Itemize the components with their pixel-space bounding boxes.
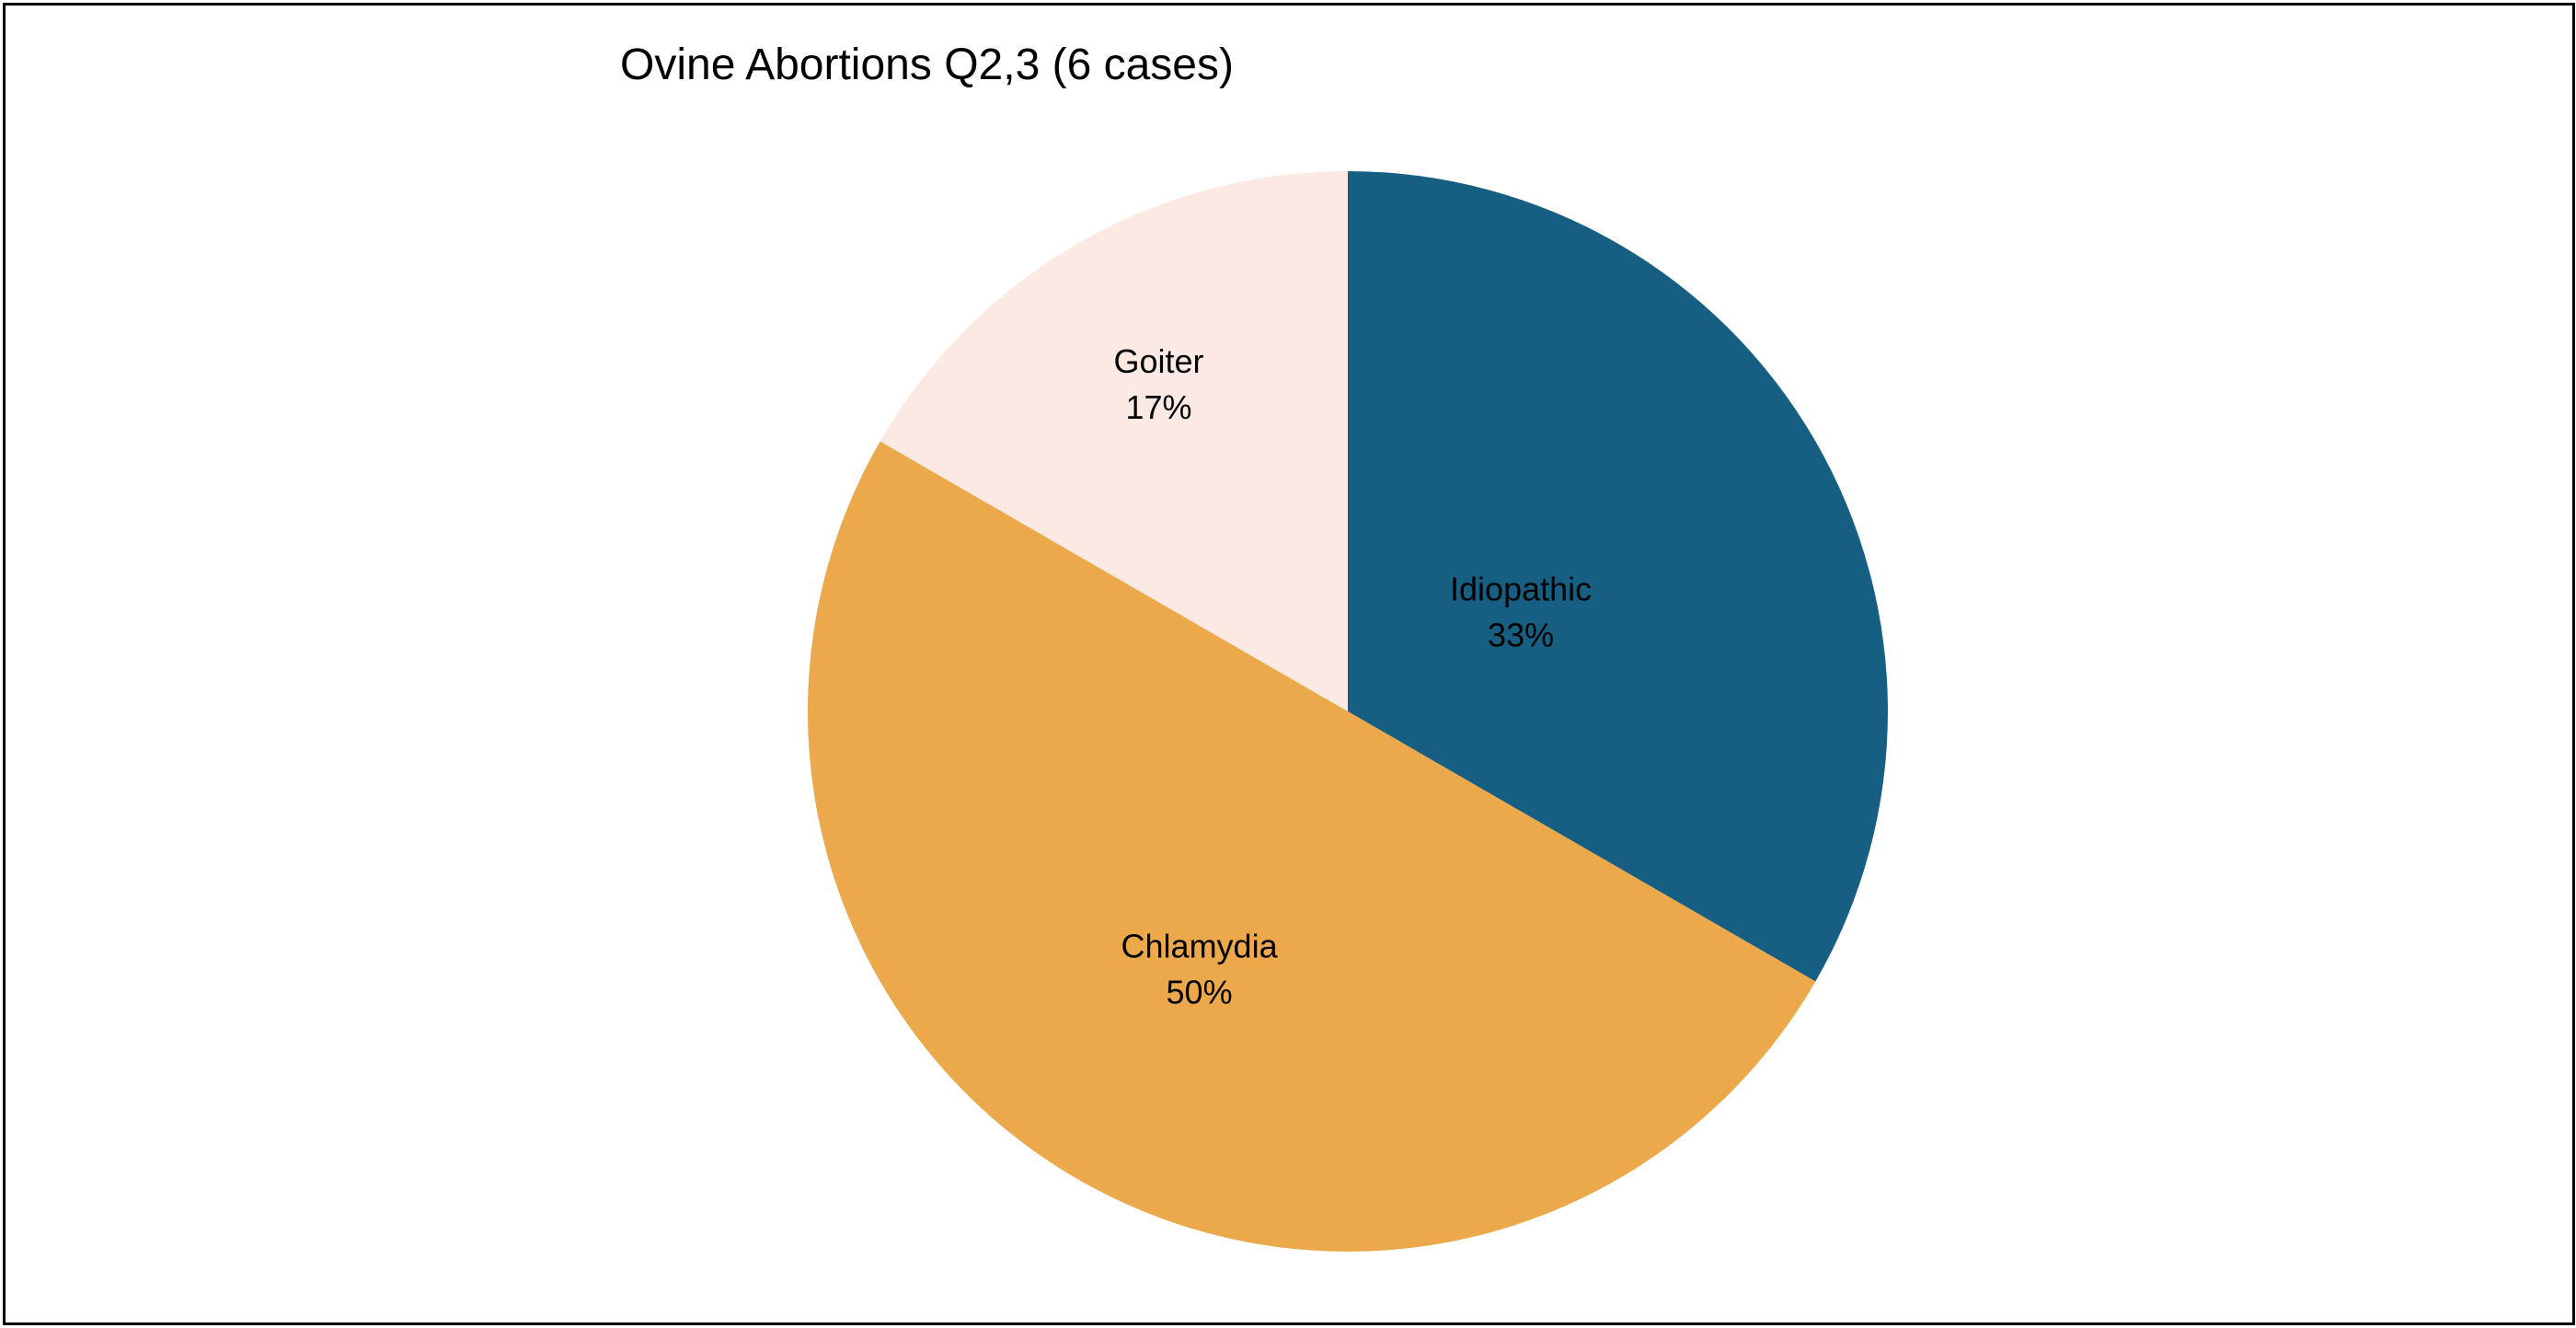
pie-slice-idiopathic — [1348, 171, 1888, 982]
slice-percent-label: 33% — [1488, 616, 1554, 653]
pie-labels: Idiopathic 33% Chlamydia 50% Goiter 17% — [1114, 342, 1593, 1010]
slice-category-label: Idiopathic — [1450, 570, 1592, 607]
slice-percent-label: 17% — [1126, 388, 1192, 426]
pie-slices — [808, 171, 1888, 1252]
pie-slice-goiter — [880, 171, 1348, 711]
chart-title: Ovine Abortions Q2,3 (6 cases) — [620, 40, 1234, 89]
pie-slice-chlamydia — [808, 441, 1816, 1252]
slice-category-label: Goiter — [1114, 342, 1204, 380]
slice-category-label: Chlamydia — [1121, 928, 1279, 965]
slice-percent-label: 50% — [1167, 974, 1233, 1011]
